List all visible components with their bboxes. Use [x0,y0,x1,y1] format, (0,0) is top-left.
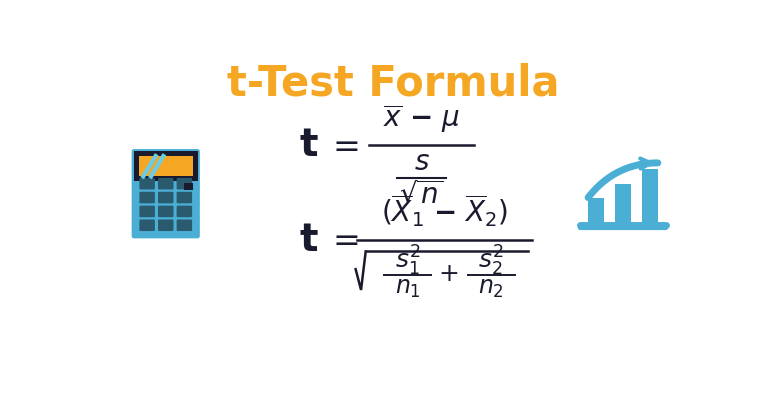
FancyBboxPatch shape [131,149,200,238]
Text: $n_1$: $n_1$ [395,276,420,300]
Text: t-Test Formula: t-Test Formula [227,63,560,105]
Text: $\overline{x}\ \mathbf{-}\ \mu$: $\overline{x}\ \mathbf{-}\ \mu$ [383,102,460,135]
Text: $\mathbf{t}$: $\mathbf{t}$ [300,126,319,164]
Text: $+$: $+$ [439,262,458,286]
Text: $s$: $s$ [413,148,429,176]
Text: $=$: $=$ [326,129,359,162]
FancyBboxPatch shape [158,178,174,190]
Bar [184,182,193,190]
FancyBboxPatch shape [140,220,155,231]
FancyBboxPatch shape [177,178,192,190]
Bar [642,169,658,224]
Text: $\mathbf{t}$: $\mathbf{t}$ [300,221,319,259]
FancyBboxPatch shape [140,192,155,203]
FancyBboxPatch shape [158,220,174,231]
Text: $n_2$: $n_2$ [478,276,504,300]
FancyBboxPatch shape [177,206,192,217]
FancyBboxPatch shape [140,206,155,217]
Bar [134,151,197,181]
FancyBboxPatch shape [158,192,174,203]
Text: $s_2^2$: $s_2^2$ [478,244,504,278]
FancyBboxPatch shape [177,192,192,203]
Text: $s_1^2$: $s_1^2$ [395,244,420,278]
Text: $\sqrt{n}$: $\sqrt{n}$ [399,181,444,209]
Bar [615,184,631,224]
FancyBboxPatch shape [177,220,192,231]
Text: $(\overline{X}_1\ \mathbf{-}\ \overline{X}_2)$: $(\overline{X}_1\ \mathbf{-}\ \overline{… [381,192,508,229]
Text: $=$: $=$ [326,224,359,256]
FancyBboxPatch shape [158,206,174,217]
Bar [588,198,604,224]
FancyBboxPatch shape [140,178,155,190]
Bar [139,156,193,177]
